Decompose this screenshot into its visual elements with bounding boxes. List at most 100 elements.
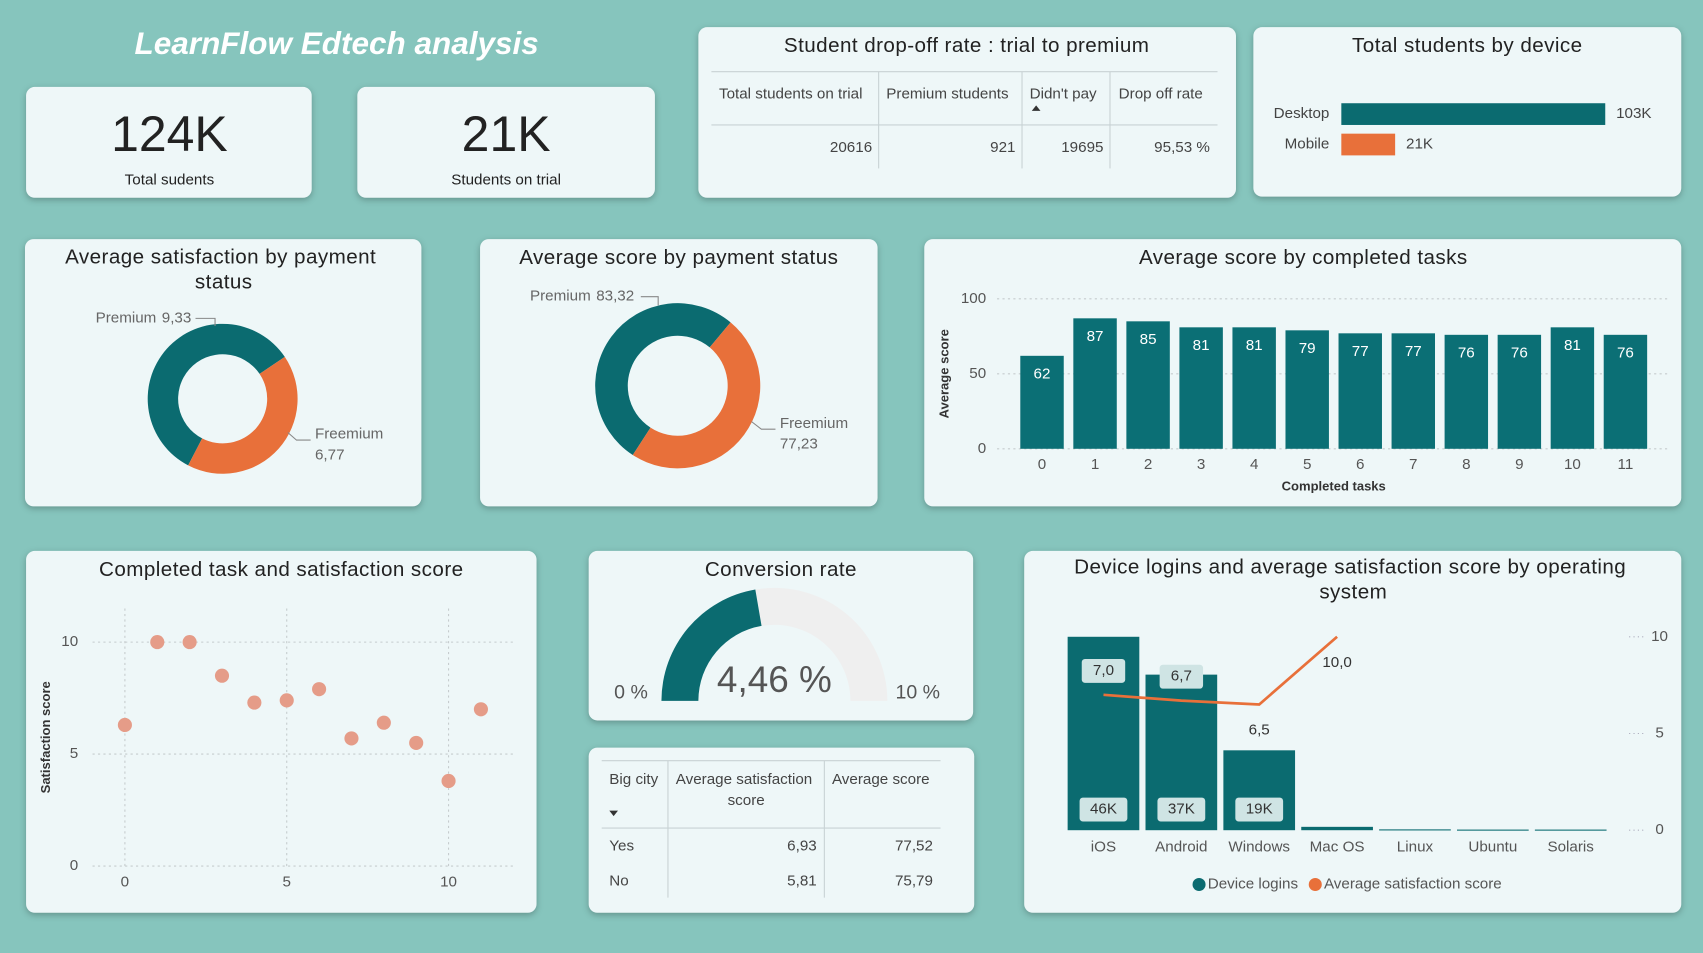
chart-title: Average score by completed tasks [1139,246,1468,269]
bar [1073,318,1117,449]
bar [1444,334,1489,449]
x-tick-label: Ubuntu [1468,839,1517,856]
chart-title: Device logins and average satisfaction s… [1074,556,1632,604]
value-label: 81 [1193,337,1210,354]
bar [1534,829,1607,831]
table-cell: 77,52 [895,838,933,855]
value-label: 62 [1034,365,1051,382]
kpi-label: Students on trial [451,171,561,188]
sort-indicator [609,810,618,817]
bar [1550,327,1595,449]
legend-label: Average satisfaction score [1324,876,1502,893]
slice-category: Freemium [780,415,848,432]
kpi-value: 124K [111,106,228,162]
column-header: Premium students [886,86,1009,103]
y2-tick-label: 0 [1655,821,1663,838]
chart-title: Average satisfaction by payment status [65,246,382,294]
chart-title: Average score by payment status [519,246,838,269]
legend-swatch [1192,878,1206,892]
value-label: 6,5 [1249,722,1270,739]
point [409,735,424,750]
bar [1020,355,1064,449]
slice-value: 77,23 [780,435,818,452]
line [1103,635,1338,706]
x-tick-label: 9 [1515,456,1523,473]
value-label: 87 [1087,328,1104,345]
x-tick-label: Android [1155,839,1207,856]
bar [1379,829,1451,831]
x-tick-label: 1 [1091,456,1099,473]
bar [1497,334,1542,449]
kpi-card [26,86,312,198]
table-cell: No [609,872,628,889]
point [344,731,359,746]
point [182,635,197,650]
leader-line [640,296,659,306]
value-label: 76 [1511,344,1528,361]
value-label: 77 [1405,343,1422,360]
table-cell: 6,93 [787,838,817,855]
bar [1338,333,1382,449]
x-tick-label: 0 [121,873,129,890]
y-tick-label: 100 [961,290,986,307]
table-cell: 19695 [1061,139,1103,156]
x-tick-label: 6 [1356,456,1364,473]
bar [1232,327,1276,449]
value-label: 103K [1616,105,1651,122]
sort-indicator [1031,105,1041,111]
x-tick-label: 2 [1144,456,1152,473]
kpi-value: 21K [462,106,551,162]
column-header: Big city [609,771,658,788]
table-cell: 75,79 [895,872,933,889]
table-cell: 921 [990,139,1015,156]
x-tick-label: Solaris [1548,839,1595,856]
value-label: 76 [1458,344,1475,361]
value-label: 46K [1090,801,1117,818]
point [312,682,327,697]
slice-category: Premium [96,309,157,326]
value-label: 81 [1564,337,1581,354]
x-tick-label: 11 [1618,456,1634,473]
label-box [1079,797,1128,822]
y-tick-label: 5 [70,745,78,762]
chart-card [480,239,878,507]
value-label: 77 [1352,343,1369,360]
donut-slice [632,322,761,469]
value-label: 6,7 [1171,668,1192,685]
x-tick-label: 4 [1250,456,1258,473]
y-tick-label: 0 [978,440,986,457]
column-header: Didn't pay [1030,86,1097,103]
column-header: Drop off rate [1119,86,1203,103]
x-tick-label: Linux [1397,839,1434,856]
table-cell: 5,81 [787,872,817,889]
slice-category: Premium [530,288,591,305]
table-card [698,27,1236,198]
slice-value: 9,33 [162,309,192,326]
bar [1341,103,1606,125]
x-tick-label: Mac OS [1310,839,1365,856]
value-label: 85 [1140,331,1157,348]
chart-card [26,550,537,913]
y-tick-label: 10 [61,633,78,650]
x-tick-label: 7 [1409,456,1417,473]
slice-value: 6,77 [315,446,345,463]
bar [1301,826,1373,831]
x-tick-label: 8 [1462,456,1470,473]
leader-line [751,421,776,430]
y-axis-title: Satisfaction score [38,681,53,793]
value-label: 7,0 [1093,662,1114,679]
x-tick-label: Windows [1228,839,1290,856]
point [117,717,132,733]
point [441,773,456,789]
point [279,693,294,708]
legend-swatch [1308,878,1322,892]
bar [1285,330,1329,449]
x-tick-label: 5 [283,873,291,890]
value-label: 81 [1246,337,1263,354]
column-header: Average satisfaction score [676,771,817,809]
leader-line [195,317,216,326]
column-header: Total students on trial [719,86,862,103]
x-tick-label: 10 [1564,456,1581,473]
bar [1179,327,1223,449]
